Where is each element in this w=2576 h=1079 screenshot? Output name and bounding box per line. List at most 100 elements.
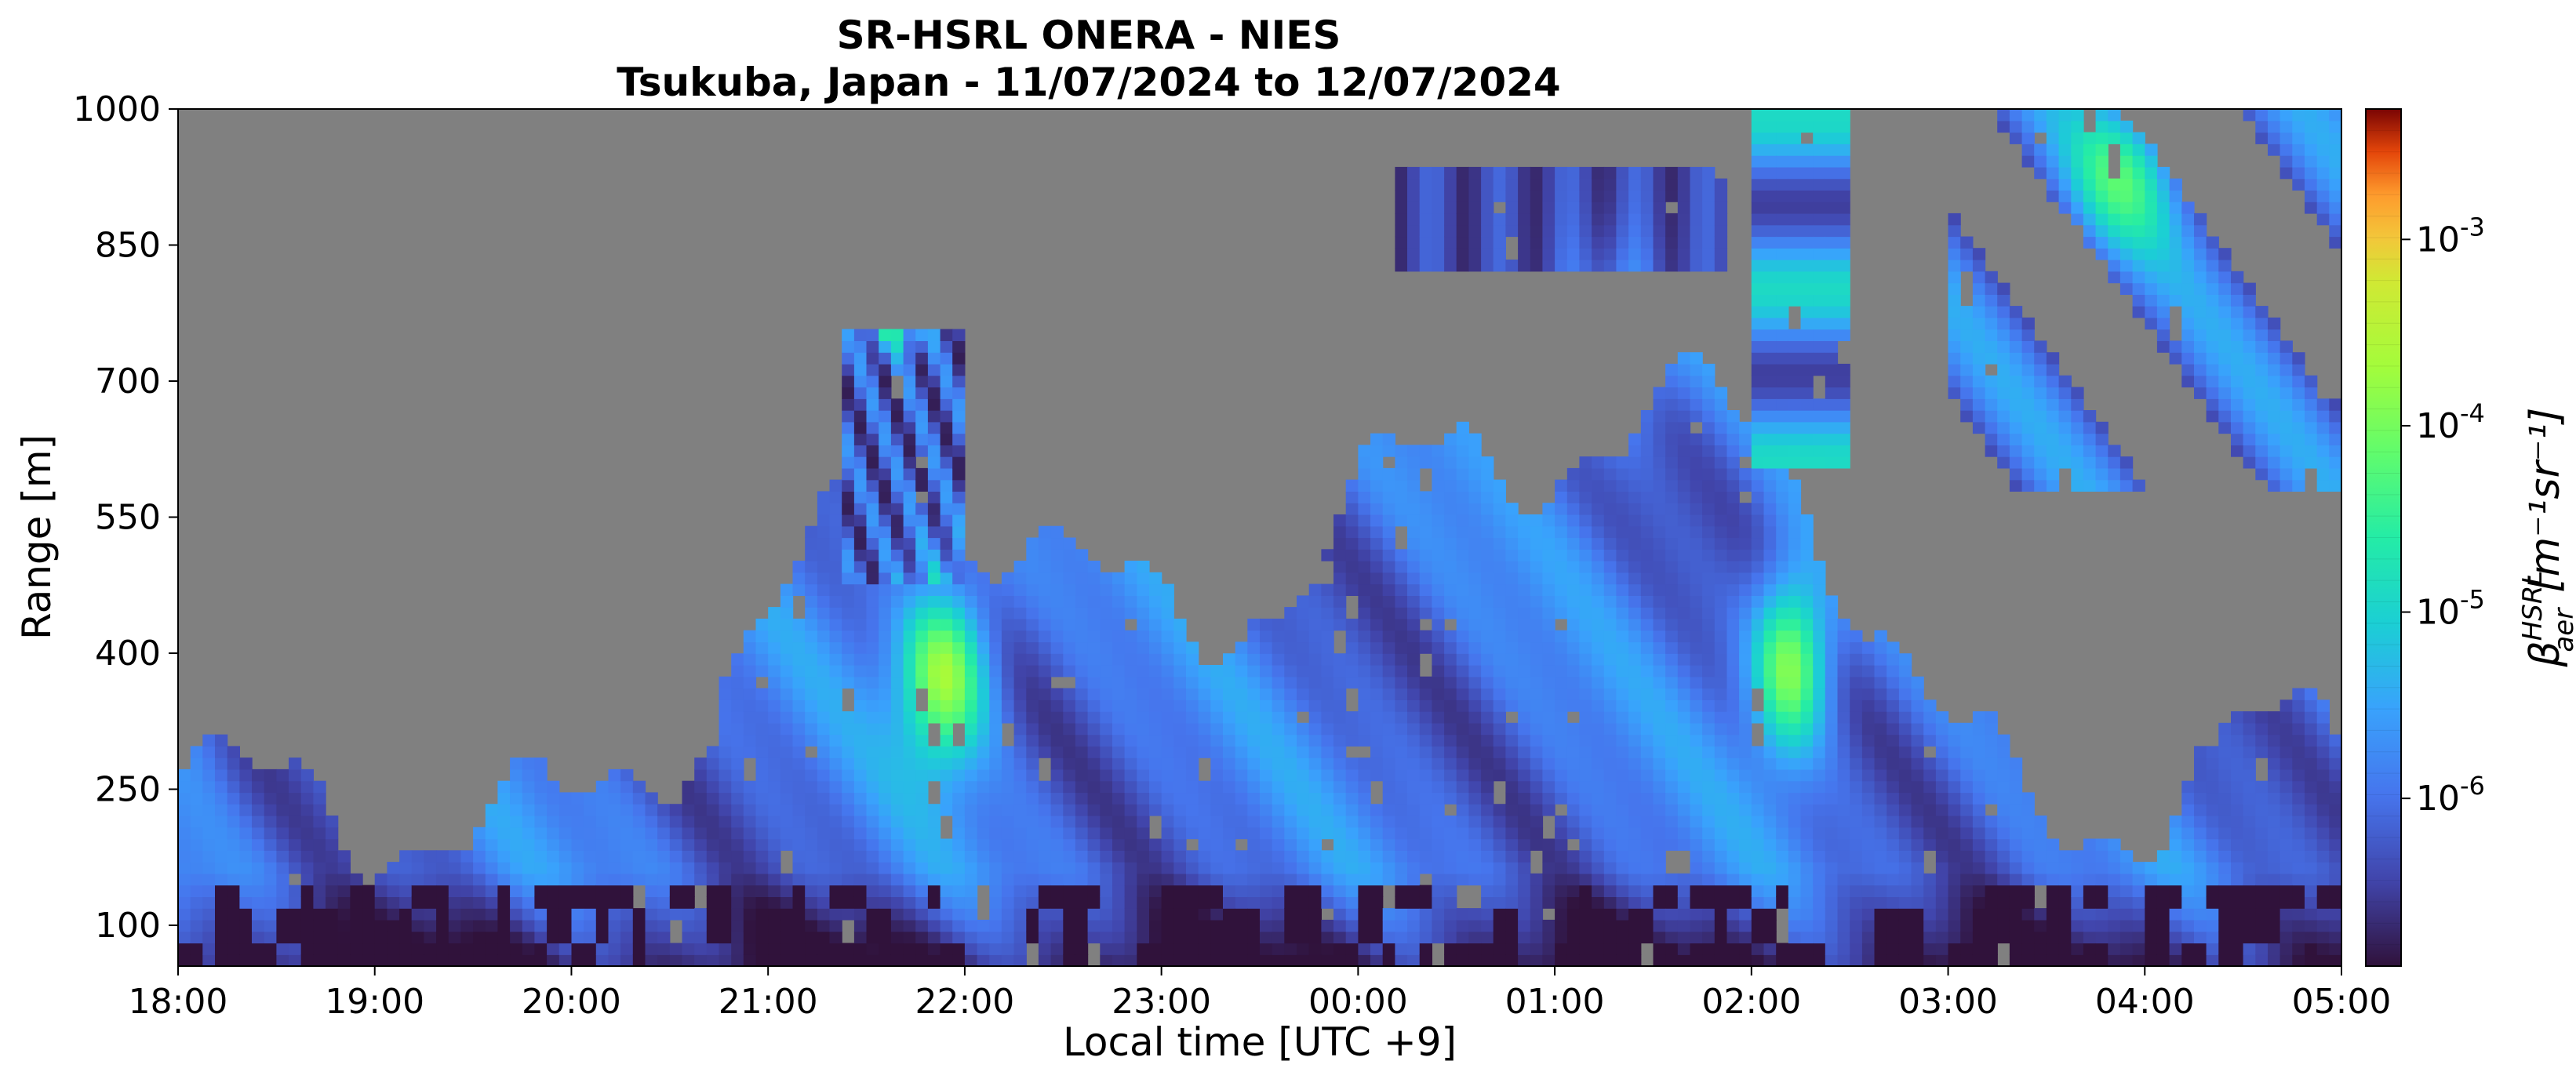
- heatmap-cell: [952, 607, 966, 619]
- heatmap-cell: [842, 352, 855, 365]
- heatmap-cell: [1603, 688, 1617, 700]
- heatmap-cell: [903, 676, 916, 689]
- heatmap-cell: [1468, 467, 1482, 481]
- heatmap-cell: [1186, 734, 1199, 747]
- heatmap-cell: [300, 768, 314, 782]
- heatmap-cell: [522, 827, 536, 840]
- heatmap-cell: [1481, 768, 1494, 782]
- heatmap-cell: [743, 850, 757, 863]
- heatmap-cell: [1763, 537, 1777, 550]
- heatmap-cell: [1861, 862, 1876, 874]
- heatmap-cell: [1861, 943, 1876, 955]
- heatmap-cell: [1198, 804, 1211, 816]
- heatmap-cell: [399, 862, 413, 874]
- heatmap-cell: [1186, 908, 1199, 921]
- heatmap-cell: [227, 792, 240, 805]
- heatmap-cell: [1923, 780, 1937, 794]
- heatmap-cell: [1874, 665, 1887, 678]
- heatmap-cell: [1813, 954, 1826, 967]
- heatmap-cell: [1210, 804, 1224, 816]
- heatmap-cell: [989, 757, 1002, 770]
- heatmap-cell: [866, 931, 879, 944]
- heatmap-cell: [190, 827, 203, 840]
- heatmap-cell: [1887, 722, 1900, 736]
- heatmap-cell: [289, 757, 302, 770]
- heatmap-cell: [1677, 885, 1691, 897]
- heatmap-cell: [1186, 711, 1199, 724]
- heatmap-cell: [731, 722, 744, 736]
- heatmap-cell: [1124, 653, 1137, 666]
- heatmap-cell: [1800, 224, 1814, 238]
- heatmap-cell: [571, 838, 584, 851]
- heatmap-cell: [276, 943, 289, 955]
- heatmap-cell: [1813, 236, 1826, 249]
- heatmap-cell: [1640, 804, 1654, 816]
- heatmap-cell: [1677, 699, 1691, 712]
- heatmap-cell: [1677, 491, 1691, 503]
- heatmap-cell: [215, 827, 228, 840]
- heatmap-cell: [780, 804, 794, 816]
- heatmap-cell: [1432, 792, 1445, 805]
- heatmap-cell: [817, 908, 831, 921]
- heatmap-cell: [890, 699, 904, 712]
- heatmap-cell: [1050, 549, 1064, 561]
- heatmap-cell: [1788, 120, 1802, 133]
- heatmap-cell: [227, 896, 240, 909]
- heatmap-cell: [1235, 780, 1248, 794]
- heatmap-cell: [1776, 711, 1789, 724]
- heatmap-cell: [1874, 722, 1887, 736]
- heatmap-cell: [1468, 931, 1482, 944]
- heatmap-cell: [1382, 816, 1395, 828]
- heatmap-cell: [1063, 792, 1076, 805]
- heatmap-cell: [1235, 641, 1248, 654]
- heatmap-cell: [1382, 931, 1395, 944]
- heatmap-cell: [1825, 375, 1839, 388]
- heatmap-cell: [743, 838, 757, 851]
- heatmap-cell: [879, 653, 892, 666]
- heatmap-cell: [1063, 827, 1076, 840]
- heatmap-cell: [1112, 768, 1126, 782]
- heatmap-cell: [1468, 827, 1482, 840]
- heatmap-cell: [1763, 329, 1777, 341]
- heatmap-cell: [1739, 804, 1752, 816]
- heatmap-cell: [1603, 896, 1617, 909]
- heatmap-cell: [1616, 653, 1629, 666]
- heatmap-cell: [1284, 665, 1297, 678]
- heatmap-cell: [903, 850, 916, 863]
- heatmap-cell: [1432, 827, 1445, 840]
- heatmap-cell: [1690, 862, 1703, 874]
- heatmap-cell: [1616, 850, 1629, 863]
- heatmap-cell: [842, 896, 855, 909]
- heatmap-cell: [1493, 595, 1506, 608]
- heatmap-cell: [1518, 561, 1531, 573]
- heatmap-cell: [1579, 885, 1592, 897]
- heatmap-cell: [510, 792, 523, 805]
- heatmap-cell: [1001, 699, 1015, 712]
- heatmap-cell: [1063, 537, 1076, 550]
- heatmap-cell: [1874, 885, 1887, 897]
- heatmap-cell: [1407, 722, 1421, 736]
- heatmap-cell: [879, 503, 892, 515]
- heatmap-cell: [1370, 514, 1384, 527]
- heatmap-cell: [1592, 896, 1605, 909]
- heatmap-cell: [1112, 757, 1126, 770]
- heatmap-cell: [1419, 954, 1432, 967]
- heatmap-cell: [952, 445, 966, 457]
- heatmap-cell: [1800, 630, 1814, 643]
- heatmap-cell: [1149, 653, 1162, 666]
- heatmap-cell: [1592, 190, 1605, 202]
- heatmap-cell: [1321, 641, 1334, 654]
- heatmap-cell: [1850, 653, 1863, 666]
- heatmap-cell: [1124, 850, 1137, 863]
- heatmap-cell: [805, 630, 818, 643]
- heatmap-cell: [510, 862, 523, 874]
- heatmap-cell: [1518, 816, 1531, 828]
- heatmap-cell: [1714, 213, 1728, 226]
- heatmap-cell: [1640, 583, 1654, 596]
- heatmap-cells: [178, 109, 2342, 967]
- heatmap-cell: [374, 885, 387, 897]
- heatmap-cell: [1653, 630, 1666, 643]
- heatmap-cell: [1628, 816, 1642, 828]
- heatmap-cell: [1518, 583, 1531, 596]
- heatmap-cell: [743, 896, 757, 909]
